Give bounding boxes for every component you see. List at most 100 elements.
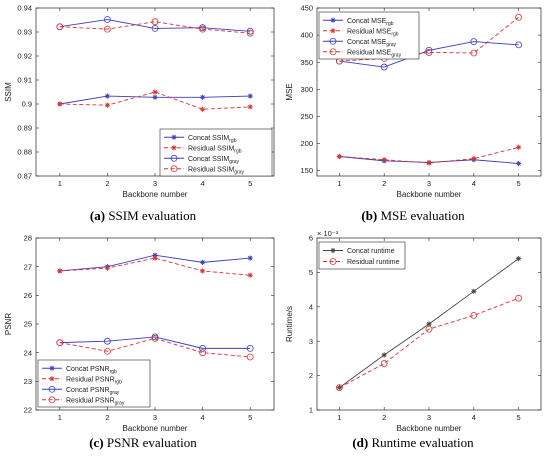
x-axis-label: Backbone number xyxy=(123,424,188,433)
y-tick-label: 0.92 xyxy=(17,52,32,61)
data-point-2 xyxy=(515,41,522,49)
y-tick-label: 25 xyxy=(24,320,32,329)
x-tick-label: 5 xyxy=(248,413,252,422)
y-axis-label: PSNR xyxy=(4,313,13,335)
y-tick-label: 300 xyxy=(300,85,313,94)
x-tick-label: 3 xyxy=(427,179,431,188)
legend-entry-0: Concat MSErgb xyxy=(347,18,394,27)
data-point-1 xyxy=(515,294,522,302)
legend-entry-subscript: rgb xyxy=(229,138,236,144)
data-point-3 xyxy=(56,23,64,31)
data-point-1 xyxy=(57,268,63,274)
legend-marker-0 xyxy=(49,365,55,371)
y-axis-label: Runtime/s xyxy=(285,306,294,342)
legend-marker-3 xyxy=(170,165,178,173)
data-point-1 xyxy=(516,144,522,150)
legend-entry-subscript: rgb xyxy=(234,148,241,154)
legend-entry-1: Residual MSErgb xyxy=(347,28,399,37)
y-tick-label: 0.87 xyxy=(17,172,32,181)
x-tick-label: 4 xyxy=(472,179,476,188)
x-tick-label: 4 xyxy=(201,179,205,188)
legend-marker-1 xyxy=(329,258,337,265)
data-point-1 xyxy=(247,104,253,110)
legend-marker-2 xyxy=(170,154,178,162)
data-point-1 xyxy=(247,272,253,278)
series-line-2 xyxy=(59,336,251,349)
data-point-2 xyxy=(199,344,207,352)
caption-b-letter: (b) xyxy=(361,208,377,223)
legend-marker-3 xyxy=(48,396,56,404)
y-tick-label: 24 xyxy=(24,348,32,357)
data-point-3 xyxy=(151,334,159,342)
y-tick-label: 0.91 xyxy=(17,76,32,85)
caption-a-letter: (a) xyxy=(90,208,105,223)
y-tick-label: 3 xyxy=(309,337,313,346)
series-line-1 xyxy=(59,91,251,110)
legend-marker-1 xyxy=(330,28,336,34)
legend-entry-3: Residual SSIMgray xyxy=(188,166,245,175)
panel-ssim: 0.87 0.88 0.89 0.9 0.91 0.92 0.93 0.94 1 2 3 4 5 Back… xyxy=(4,4,275,199)
y-tick-label: 1 xyxy=(309,406,313,415)
x-tick-label: 2 xyxy=(382,413,386,422)
y-tick-label: 5 xyxy=(309,268,313,277)
legend-entry-subscript: rgb xyxy=(391,31,398,37)
series-line-3 xyxy=(339,16,519,62)
data-point-3 xyxy=(246,29,254,37)
legend-entry-subscript: gray xyxy=(115,400,125,406)
legend-entry-0: Concat SSIMrgb xyxy=(188,135,237,144)
panel-runtime: 1 2 3 4 5 6 1 2 3 4 5 Backbone number Runtime/s × 10⁻… xyxy=(285,229,542,433)
data-point-2 xyxy=(246,27,254,35)
series-line-1 xyxy=(339,146,519,164)
legend-entry-subscript: gray xyxy=(229,159,239,165)
caption-c-letter: (c) xyxy=(89,435,103,450)
data-point-1 xyxy=(381,157,387,163)
series-line-2 xyxy=(339,41,519,68)
data-point-3 xyxy=(470,49,478,57)
y-tick-label: 0.88 xyxy=(17,148,32,157)
y-tick-label: 0.93 xyxy=(17,28,32,37)
caption-a-text: SSIM evaluation xyxy=(105,208,196,223)
y-tick-label: 200 xyxy=(300,139,313,148)
data-point-0 xyxy=(426,321,432,327)
data-point-3 xyxy=(515,13,522,21)
data-point-1 xyxy=(470,311,478,319)
data-point-1 xyxy=(471,156,477,162)
y-tick-label: 26 xyxy=(24,291,32,300)
y-tick-label: 250 xyxy=(300,112,313,121)
legend-entry-2: Concat MSEgray xyxy=(347,39,397,48)
legend-entry-subscript: gray xyxy=(391,52,401,58)
y-tick-label: 27 xyxy=(24,262,32,271)
caption-a: (a) SSIM evaluation xyxy=(90,208,197,223)
x-axis-label: Backbone number xyxy=(123,190,188,199)
legend-entry-0: Concat PSNRrgb xyxy=(66,366,117,375)
series-line-3 xyxy=(59,21,251,34)
data-point-2 xyxy=(246,344,254,352)
y-tick-label: 350 xyxy=(300,58,313,67)
x-tick-label: 1 xyxy=(58,179,62,188)
data-point-0 xyxy=(247,255,253,261)
data-point-1 xyxy=(104,102,110,108)
legend-entry-subscript: gray xyxy=(110,390,120,396)
legend-entry-1: Residual runtime xyxy=(347,259,400,266)
caption-d-text: Runtime evaluation xyxy=(368,435,474,450)
y-tick-label: 150 xyxy=(300,166,313,175)
data-point-1 xyxy=(336,153,342,160)
data-point-1 xyxy=(335,384,343,392)
legend-entry-subscript: rgb xyxy=(115,379,122,385)
data-point-3 xyxy=(199,349,207,357)
data-point-3 xyxy=(425,49,433,56)
x-tick-label: 3 xyxy=(153,179,157,188)
legend-entry-subscript: rgb xyxy=(110,369,117,375)
data-point-1 xyxy=(425,325,433,333)
data-point-1 xyxy=(57,101,63,107)
legend-marker-0 xyxy=(330,17,336,23)
series-line-3 xyxy=(59,337,251,358)
data-point-0 xyxy=(516,160,522,167)
legend-entry-3: Residual PSNRgray xyxy=(66,397,125,406)
data-point-3 xyxy=(199,25,207,33)
y-tick-label: 23 xyxy=(24,377,32,386)
caption-b: (b) MSE evaluation xyxy=(361,208,465,223)
x-tick-label: 5 xyxy=(517,413,521,422)
legend-marker-2 xyxy=(329,37,337,45)
